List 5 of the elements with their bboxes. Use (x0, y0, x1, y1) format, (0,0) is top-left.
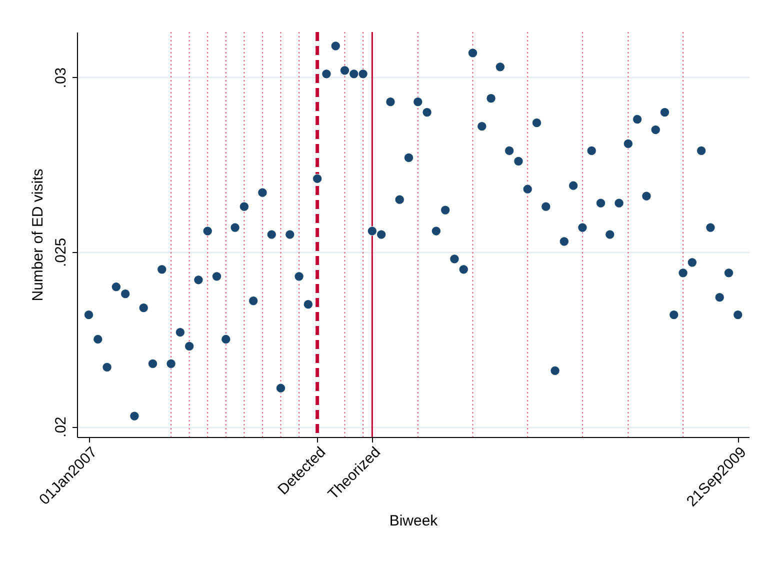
y-tick-label: .02 (52, 416, 70, 438)
y-tick-label: .025 (52, 238, 70, 268)
y-tick-label: .03 (52, 67, 70, 88)
x-axis-title: Biweek (389, 512, 438, 530)
y-axis-title: Number of ED visits (30, 168, 46, 302)
